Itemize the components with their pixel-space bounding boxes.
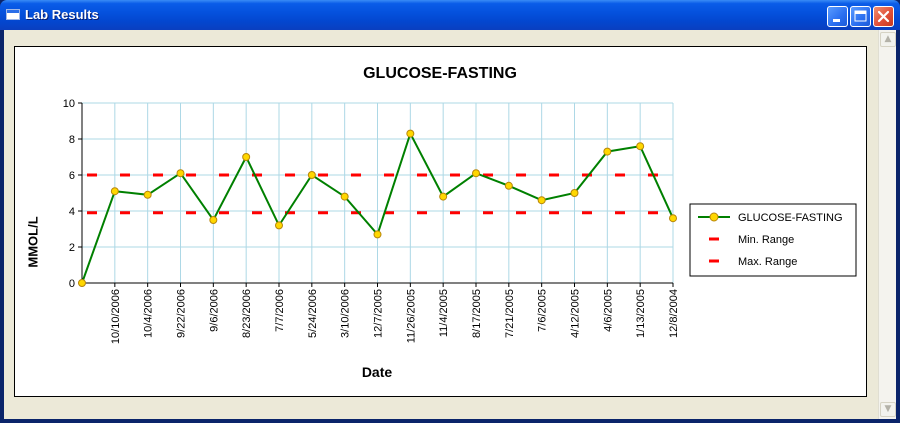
x-tick-label: 12/7/2005 — [373, 289, 385, 338]
legend-swatch-marker — [709, 212, 719, 222]
maximize-icon — [854, 10, 867, 22]
data-point — [603, 147, 612, 156]
chevron-up-icon: ▲ — [884, 34, 892, 44]
legend-label: Max. Range — [738, 256, 797, 268]
data-point — [439, 192, 448, 201]
legend-label: Min. Range — [738, 234, 794, 246]
x-tick-label: 9/22/2006 — [176, 289, 188, 338]
data-point — [504, 181, 513, 190]
window-icon — [6, 9, 20, 20]
x-tick-label: 12/8/2004 — [668, 289, 680, 338]
window-title: Lab Results — [25, 7, 99, 22]
data-point — [143, 190, 152, 199]
glucose-chart: GLUCOSE-FASTING 0 2 4 6 8 10 10/10/2006 10/4/200… — [63, 65, 857, 380]
x-tick-label: 8/17/2005 — [471, 289, 483, 338]
y-tick-label: 0 — [69, 278, 75, 290]
data-point — [78, 279, 86, 287]
scroll-up-button[interactable]: ▲ — [880, 32, 896, 47]
x-tick-label: 7/6/2005 — [537, 289, 549, 332]
close-icon — [877, 10, 890, 23]
data-point — [340, 192, 349, 201]
data-point — [110, 187, 119, 196]
x-tick-label: 8/23/2006 — [241, 289, 253, 338]
x-tick-label: 3/10/2006 — [340, 289, 352, 338]
x-axis-title: Date — [362, 364, 393, 380]
x-tick-label: 4/6/2005 — [602, 289, 614, 332]
x-tick-label: 10/10/2006 — [110, 289, 122, 344]
title-bar[interactable]: Lab Results — [0, 0, 900, 30]
x-tick-label: 4/12/2005 — [570, 289, 582, 338]
chart-title: GLUCOSE-FASTING — [363, 65, 517, 82]
data-point — [537, 196, 546, 205]
data-point — [373, 230, 382, 239]
minimize-icon — [833, 19, 840, 22]
y-axis-title: MMOL/L — [25, 216, 41, 268]
data-point — [636, 142, 645, 151]
y-tick-label: 2 — [69, 242, 75, 254]
scroll-down-button[interactable]: ▼ — [880, 402, 896, 417]
data-point — [307, 171, 316, 179]
data-point — [669, 214, 677, 223]
data-point — [406, 129, 415, 138]
maximize-button[interactable] — [850, 6, 871, 27]
close-button[interactable] — [873, 6, 894, 27]
window-client-area: GLUCOSE-FASTING 0 2 4 6 8 10 10/10/2006 10/4/200… — [4, 30, 896, 419]
x-tick-label: 1/13/2005 — [635, 289, 647, 338]
y-tick-label: 8 — [69, 134, 75, 146]
data-point — [472, 169, 480, 178]
x-tick-label: 9/6/2006 — [208, 289, 220, 332]
x-tick-label: 11/4/2005 — [438, 289, 450, 337]
y-tick-label: 4 — [69, 206, 75, 218]
data-point — [570, 189, 579, 197]
x-tick-label: 11/26/2005 — [405, 289, 417, 343]
chevron-down-icon: ▼ — [884, 404, 892, 414]
data-point — [275, 221, 283, 230]
chart-panel: GLUCOSE-FASTING 0 2 4 6 8 10 10/10/2006 10/4/200… — [14, 46, 867, 397]
y-tick-label: 10 — [63, 98, 75, 110]
y-tick-label: 6 — [69, 170, 75, 182]
vertical-scrollbar[interactable]: ▲ ▼ — [878, 30, 896, 419]
minimize-button[interactable] — [827, 6, 848, 27]
x-tick-label: 5/24/2006 — [307, 289, 319, 338]
data-point — [242, 153, 251, 161]
x-tick-label: 7/7/2006 — [274, 289, 286, 332]
data-point — [209, 216, 218, 224]
x-tick-label: 10/4/2006 — [143, 289, 155, 338]
legend-label: GLUCOSE-FASTING — [738, 212, 843, 224]
data-point — [176, 169, 185, 178]
x-tick-label: 7/21/2005 — [504, 289, 516, 338]
